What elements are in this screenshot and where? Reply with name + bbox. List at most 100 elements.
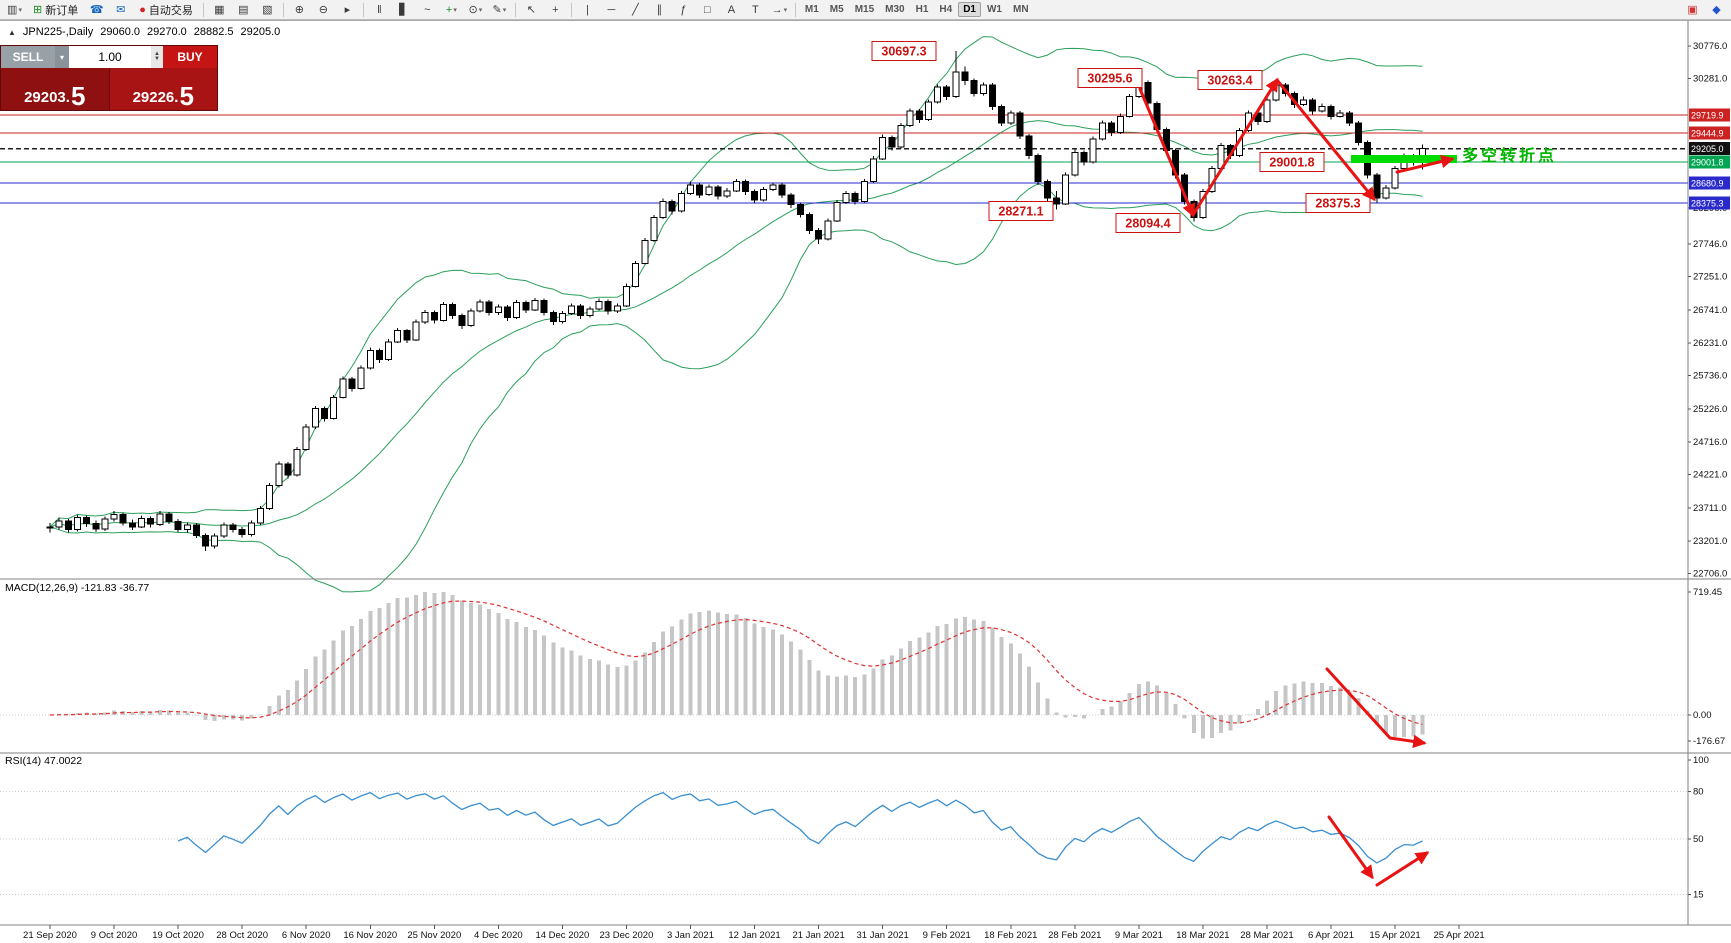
- macd-indicator: MACD(12,26,9) -121.83 -36.77: [0, 582, 1688, 739]
- line-chart-icon[interactable]: ~: [424, 3, 431, 16]
- fibonacci-icon[interactable]: ƒ: [680, 3, 687, 16]
- svg-text:28 Feb 2021: 28 Feb 2021: [1048, 930, 1101, 941]
- svg-text:15: 15: [1693, 889, 1704, 900]
- symbol-name: JPN225-,Daily: [22, 26, 94, 38]
- time-axis[interactable]: [0, 926, 1731, 943]
- add-indicator-icon[interactable]: + ▾: [445, 3, 457, 16]
- high-value: 29270.0: [147, 26, 187, 38]
- auto-trading-button[interactable]: ● 自动交易: [133, 1, 199, 19]
- timeframe-m1[interactable]: M1: [804, 4, 819, 15]
- shapes-icon[interactable]: □: [704, 3, 711, 16]
- timeframe-m5[interactable]: M5: [829, 4, 844, 15]
- svg-text:26741.0: 26741.0: [1693, 305, 1727, 316]
- svg-text:29001.8: 29001.8: [1269, 156, 1314, 170]
- buy-price[interactable]: 29226. 5: [109, 68, 217, 110]
- svg-text:21 Sep 2020: 21 Sep 2020: [23, 930, 77, 941]
- svg-text:22706.0: 22706.0: [1693, 569, 1727, 580]
- svg-text:27251.0: 27251.0: [1693, 271, 1727, 282]
- chart-window-icon[interactable]: ▥ ▾: [7, 4, 22, 16]
- signals-icon[interactable]: ◆: [1712, 4, 1721, 16]
- svg-text:28375.3: 28375.3: [1691, 198, 1724, 208]
- dropdown-arrow-icon: ▾: [783, 6, 788, 14]
- trade-controls-row: SELL ▾ ▲▼ BUY: [1, 46, 217, 68]
- svg-text:14 Dec 2020: 14 Dec 2020: [535, 930, 589, 941]
- expand-icon[interactable]: ▲: [8, 27, 16, 37]
- svg-text:25226.0: 25226.0: [1693, 404, 1727, 415]
- svg-text:30281.0: 30281.0: [1693, 73, 1727, 84]
- highlight-zone[interactable]: 多空转折点: [1351, 146, 1557, 165]
- svg-text:50: 50: [1693, 834, 1704, 845]
- bar-chart-icon[interactable]: ‖: [377, 3, 382, 16]
- timeframe-m30[interactable]: M30: [885, 4, 905, 15]
- zoom-in-icon[interactable]: ⊕: [294, 4, 304, 16]
- chart-region[interactable]: 多空转折点 30697.3 30295.6 30263.4 29001.8 28271.1…: [0, 20, 1731, 943]
- svg-text:28 Oct 2020: 28 Oct 2020: [216, 930, 268, 941]
- low-value: 28882.5: [193, 26, 234, 38]
- svg-text:25736.0: 25736.0: [1693, 370, 1727, 381]
- auto-trading-button-label: 自动交易: [148, 4, 193, 17]
- open-value: 29060.0: [100, 26, 140, 38]
- svg-text:29205.0: 29205.0: [1691, 144, 1724, 154]
- trendline-icon[interactable]: ╱: [632, 4, 639, 16]
- timeframe-m15[interactable]: M15: [854, 4, 875, 15]
- text-icon[interactable]: A: [727, 3, 736, 16]
- svg-text:18 Feb 2021: 18 Feb 2021: [984, 930, 1037, 941]
- svg-text:4 Dec 2020: 4 Dec 2020: [474, 930, 523, 941]
- volume-stepper[interactable]: ▲ ▼: [151, 46, 163, 68]
- volume-dropdown-icon[interactable]: ▾: [55, 46, 69, 68]
- candle-chart-icon[interactable]: ▋: [399, 4, 408, 16]
- trend-arrows[interactable]: [1138, 77, 1455, 887]
- tile-windows-icon[interactable]: ▦: [214, 4, 225, 16]
- zoom-out-icon[interactable]: ⊖: [318, 4, 328, 16]
- toolbar-separator: [570, 2, 572, 17]
- svg-text:28375.3: 28375.3: [1315, 197, 1360, 211]
- svg-text:0.00: 0.00: [1693, 710, 1712, 721]
- svg-text:9 Mar 2021: 9 Mar 2021: [1115, 930, 1163, 941]
- buy-button[interactable]: BUY: [163, 46, 217, 68]
- arrows-icon[interactable]: → ▾: [771, 3, 788, 16]
- periods-icon[interactable]: ⊙ ▾: [468, 4, 483, 16]
- price-axis[interactable]: [1688, 21, 1731, 926]
- toolbar-separator: [282, 2, 284, 17]
- volume-input[interactable]: [69, 46, 151, 68]
- svg-text:25 Nov 2020: 25 Nov 2020: [407, 930, 461, 941]
- horizontal-line-icon[interactable]: ─: [607, 3, 616, 16]
- timeframe-w1[interactable]: W1: [986, 4, 1002, 15]
- close-value: 29205.0: [240, 26, 281, 38]
- market-icon[interactable]: ▣: [1687, 4, 1698, 16]
- timeframe-mn[interactable]: MN: [1012, 4, 1029, 15]
- sell-price[interactable]: 29203. 5: [1, 68, 110, 110]
- svg-text:30697.3: 30697.3: [881, 45, 926, 59]
- vertical-line-icon[interactable]: |: [585, 3, 589, 16]
- label-icon[interactable]: T: [752, 3, 759, 16]
- svg-text:3 Jan 2021: 3 Jan 2021: [667, 930, 714, 941]
- dropdown-arrow-icon: ▾: [478, 6, 483, 14]
- toolbar-separator: [794, 2, 796, 17]
- auto-scroll-icon[interactable]: ▸: [344, 4, 351, 16]
- sell-button[interactable]: SELL: [1, 46, 55, 68]
- new-order-button[interactable]: ⊞ 新订单: [27, 1, 84, 19]
- templates-icon[interactable]: ✎ ▾: [492, 4, 507, 16]
- svg-text:MACD(12,26,9) -121.83 -36.77: MACD(12,26,9) -121.83 -36.77: [5, 582, 149, 594]
- chart-canvas[interactable]: 多空转折点 30697.3 30295.6 30263.4 29001.8 28271.1…: [0, 21, 1731, 943]
- timeframe-d1[interactable]: D1: [958, 2, 981, 17]
- svg-text:30776.0: 30776.0: [1693, 41, 1727, 52]
- timeframe-h1[interactable]: H1: [915, 4, 929, 15]
- new-order-icon: ⊞: [33, 4, 43, 16]
- svg-text:30295.6: 30295.6: [1087, 72, 1132, 86]
- svg-text:24716.0: 24716.0: [1693, 437, 1727, 448]
- price-annotations[interactable]: 30697.3 30295.6 30263.4 29001.8 28271.1 28094…: [871, 41, 1371, 233]
- mail-icon[interactable]: ✉: [116, 4, 126, 16]
- panel-separators: [0, 21, 1731, 926]
- channel-icon[interactable]: ∥: [656, 4, 663, 16]
- phone-dealing-icon[interactable]: ☎: [89, 4, 104, 16]
- svg-text:9 Oct 2020: 9 Oct 2020: [91, 930, 137, 941]
- data-window-icon[interactable]: ▤: [238, 4, 249, 16]
- timeframe-h4[interactable]: H4: [939, 4, 953, 15]
- crosshair-icon[interactable]: +: [552, 3, 559, 16]
- svg-text:18 Mar 2021: 18 Mar 2021: [1176, 930, 1229, 941]
- cursor-icon[interactable]: ↖: [526, 4, 536, 16]
- navigator-icon[interactable]: ▧: [262, 4, 273, 16]
- svg-text:28271.1: 28271.1: [998, 205, 1043, 219]
- dropdown-arrow-icon: ▾: [502, 6, 507, 14]
